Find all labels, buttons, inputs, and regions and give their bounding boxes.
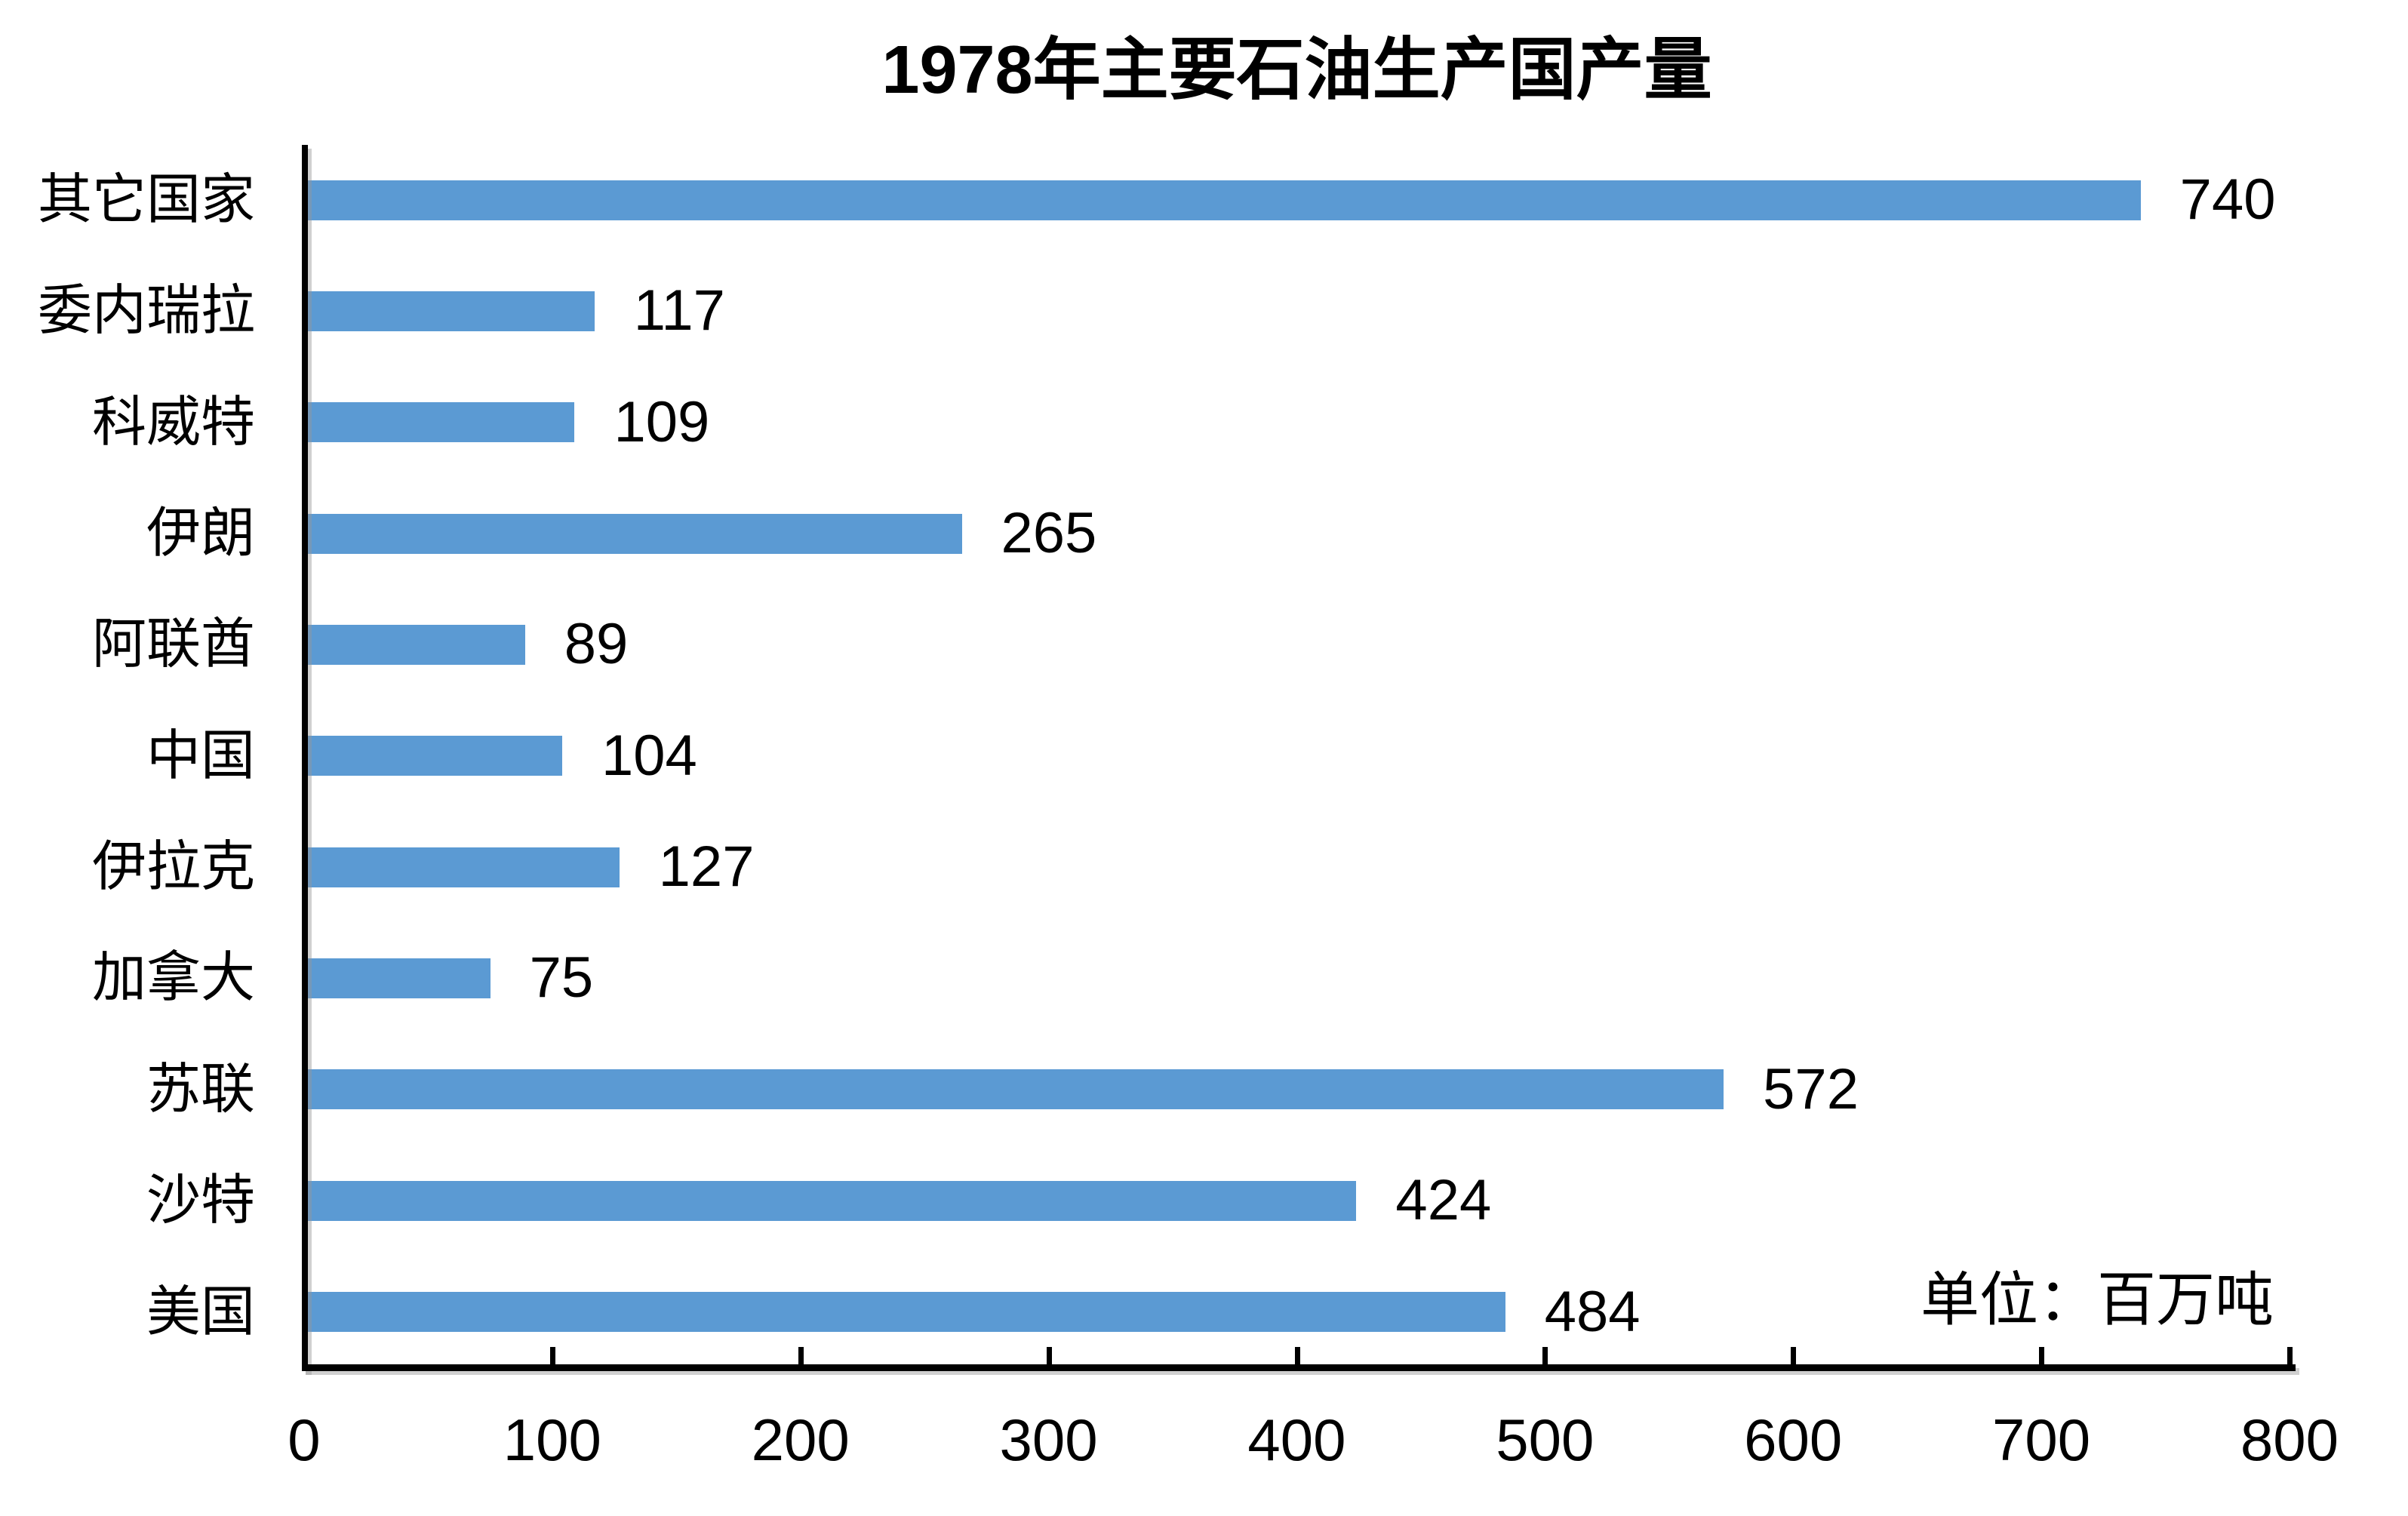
value-label: 104 <box>601 723 697 788</box>
bar <box>307 513 962 554</box>
bar <box>307 847 620 887</box>
x-tick-label: 400 <box>1247 1407 1346 1473</box>
category-label: 其它国家 <box>37 170 255 230</box>
category-label: 苏联 <box>146 1059 255 1120</box>
x-tick-label: 0 <box>288 1407 321 1473</box>
bar <box>307 180 2141 220</box>
x-axis-tick <box>2287 1347 2293 1364</box>
value-label: 484 <box>1544 1279 1641 1344</box>
x-axis-tick <box>2039 1347 2045 1364</box>
x-axis-tick <box>1791 1347 1797 1364</box>
x-axis-line <box>302 1364 2296 1371</box>
y-axis-line <box>302 145 308 1371</box>
x-axis-tick <box>798 1347 804 1364</box>
x-tick-label: 100 <box>503 1407 601 1473</box>
bar <box>307 1180 1357 1221</box>
x-tick-label: 800 <box>2240 1407 2339 1473</box>
chart-title: 1978年主要石油生产国产量 <box>881 32 1712 108</box>
x-axis-tick <box>1046 1347 1052 1364</box>
bar <box>307 291 595 331</box>
x-tick-label: 700 <box>1992 1407 2091 1473</box>
bar <box>307 402 575 443</box>
value-label: 572 <box>1763 1056 1859 1121</box>
bar <box>307 624 525 665</box>
value-label: 75 <box>529 946 594 1010</box>
value-label: 109 <box>614 389 710 454</box>
category-label: 中国 <box>146 725 255 786</box>
value-label: 89 <box>564 612 629 677</box>
x-tick-label: 300 <box>999 1407 1098 1473</box>
category-label: 沙特 <box>146 1170 255 1232</box>
value-label: 117 <box>633 278 725 343</box>
bar <box>307 1292 1505 1332</box>
bar <box>307 1069 1724 1110</box>
x-tick-label: 200 <box>751 1407 850 1473</box>
category-label: 科威特 <box>91 392 255 453</box>
value-label: 127 <box>658 835 755 899</box>
x-axis-tick <box>1294 1347 1300 1364</box>
value-label: 265 <box>1001 501 1097 566</box>
category-label: 委内瑞拉 <box>37 281 255 342</box>
value-label: 740 <box>2179 168 2276 232</box>
x-tick-label: 600 <box>1744 1407 1843 1473</box>
x-axis-tick <box>549 1347 555 1364</box>
x-tick-label: 500 <box>1496 1407 1595 1473</box>
category-label: 伊朗 <box>146 503 255 564</box>
unit-label: 单位：百万吨 <box>1921 1267 2274 1333</box>
value-label: 424 <box>1395 1168 1492 1233</box>
category-label: 美国 <box>146 1281 255 1342</box>
category-label: 加拿大 <box>91 948 255 1009</box>
bar <box>307 736 563 776</box>
bar <box>307 958 491 998</box>
category-label: 伊拉克 <box>91 837 255 898</box>
x-axis-tick <box>1542 1347 1548 1364</box>
category-label: 阿联酋 <box>91 614 255 675</box>
